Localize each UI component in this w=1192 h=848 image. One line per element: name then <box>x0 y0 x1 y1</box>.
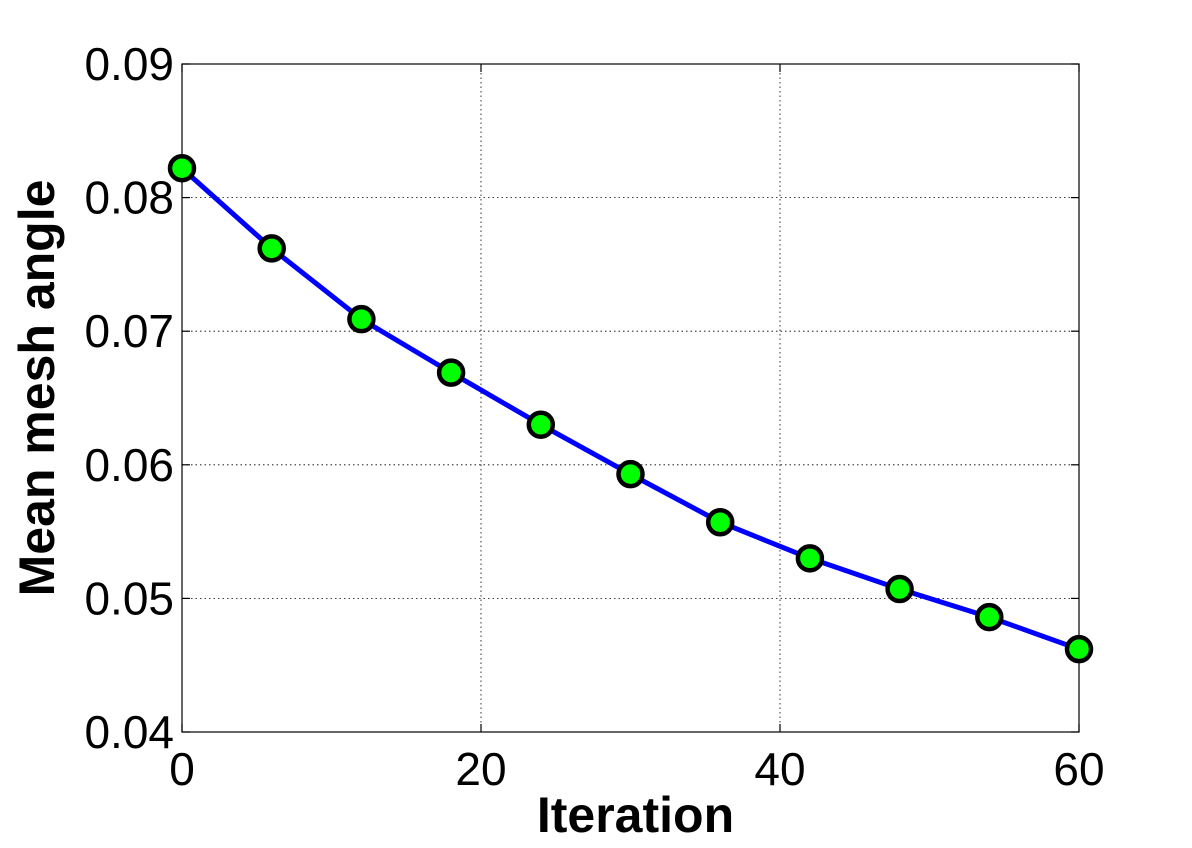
y-tick-label: 0.09 <box>84 38 174 90</box>
x-tick-labels: 0 20 40 60 <box>169 743 1104 795</box>
y-tick-label: 0.04 <box>84 706 174 758</box>
data-point <box>885 574 914 604</box>
data-point <box>436 358 466 387</box>
data-point <box>705 507 735 537</box>
plot-frame <box>181 63 1080 733</box>
y-tick-label: 0.07 <box>84 305 174 357</box>
data-point <box>257 234 286 263</box>
axis-ticks <box>181 63 1080 733</box>
x-tick-label: 20 <box>455 743 506 795</box>
y-tick-label: 0.06 <box>84 439 174 491</box>
y-tick-label: 0.05 <box>84 572 174 624</box>
data-point <box>347 304 376 334</box>
x-tick-label: 40 <box>754 743 805 795</box>
data-point <box>795 544 825 573</box>
y-axis-label: Mean mesh angle <box>9 180 65 597</box>
series <box>167 153 1094 664</box>
y-tick-labels: 0.04 0.05 0.06 0.07 0.08 0.09 <box>84 38 174 758</box>
data-point <box>526 410 556 439</box>
data-point <box>167 153 197 183</box>
data-point <box>1064 634 1094 664</box>
x-axis-label: Iteration <box>537 787 734 843</box>
x-tick-label: 0 <box>169 743 195 795</box>
y-tick-label: 0.08 <box>84 172 174 224</box>
data-point <box>616 459 645 489</box>
data-point <box>975 602 1004 632</box>
x-tick-label: 60 <box>1053 743 1104 795</box>
